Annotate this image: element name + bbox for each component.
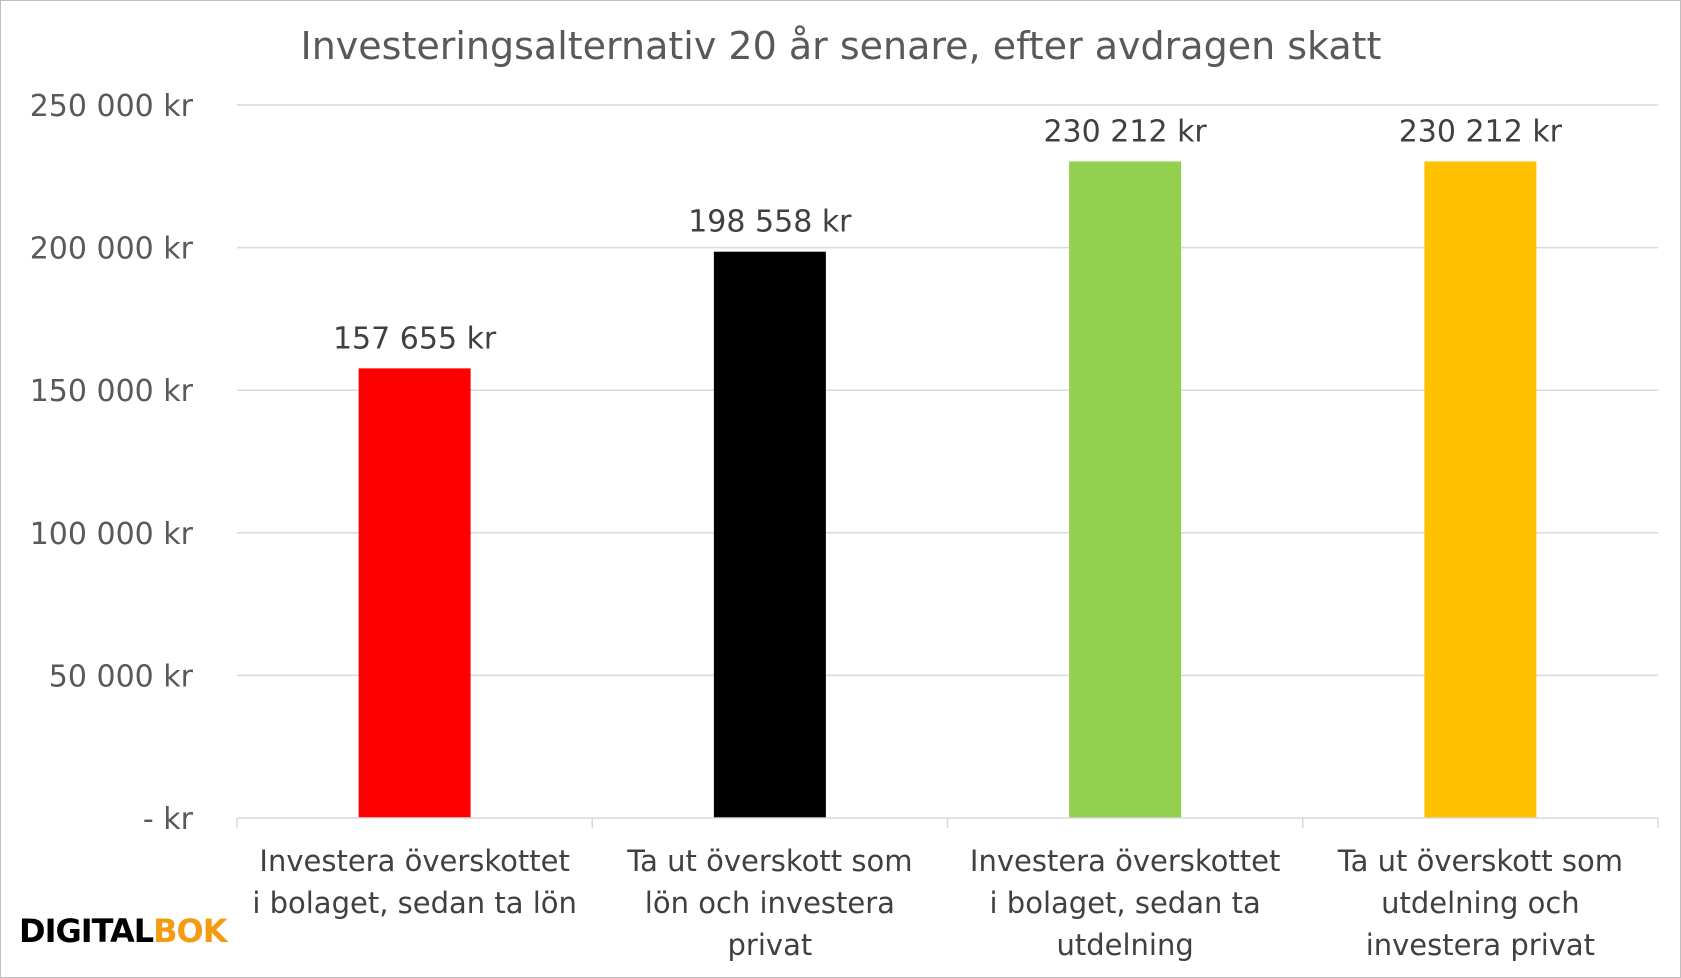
gridlines [237,104,1658,677]
y-tick-label: 100 000 kr [30,517,194,552]
bar [713,251,826,818]
logo-part-bok: BOK [153,912,227,950]
data-label: 157 655 kr [333,321,497,356]
data-labels: 157 655 kr 198 558 kr 230 212 kr 230 212 kr [333,114,1563,356]
chart-title: Investeringsalternativ 20 år senare, eft… [301,24,1382,68]
data-label: 230 212 kr [1043,114,1207,149]
bars [358,161,1537,819]
x-category-label-line: i bolaget, sedan ta [990,886,1261,920]
y-tick-label: - kr [143,802,194,837]
x-category-label-line: Investera överskottet [259,844,569,878]
y-tick-label: 150 000 kr [30,374,194,409]
bar [1069,161,1182,819]
x-category-label: Ta ut överskott som utdelning och invester… [1337,844,1623,962]
x-category-label: Investera överskottet i bolaget, sedan ta… [970,844,1280,962]
x-category-label-line: lön och investera [645,886,895,920]
x-category-label-line: Ta ut överskott som [1337,844,1623,878]
y-axis-tick-labels: - kr 50 000 kr 100 000 kr 150 000 kr 200 000… [30,89,194,837]
x-category-label-line: privat [728,928,813,962]
data-label: 230 212 kr [1399,114,1563,149]
x-category-label-line: i bolaget, sedan ta lön [252,886,577,920]
x-category-label-line: utdelning och [1381,886,1580,920]
logo-part-digital: DIGITAL [19,912,154,950]
data-label: 198 558 kr [688,205,852,240]
y-tick-label: 200 000 kr [30,232,194,267]
x-category-label: Investera överskottet i bolaget, sedan ta… [252,844,577,920]
y-tick-label: 50 000 kr [49,659,194,694]
x-category-label-line: Ta ut överskott som [626,844,912,878]
x-category-label-line: Investera överskottet [970,844,1280,878]
x-category-label: Ta ut överskott som lön och investera priv… [626,844,912,962]
x-category-label-line: utdelning [1056,928,1193,962]
bar [1424,161,1537,819]
digitalbok-logo: DIGITALBOK [19,912,228,950]
bar [358,368,471,818]
x-category-label-line: investera privat [1366,928,1595,962]
y-tick-label: 250 000 kr [30,89,194,124]
x-axis-category-labels: Investera överskottet i bolaget, sedan ta… [252,844,1623,962]
x-axis [236,817,1659,828]
